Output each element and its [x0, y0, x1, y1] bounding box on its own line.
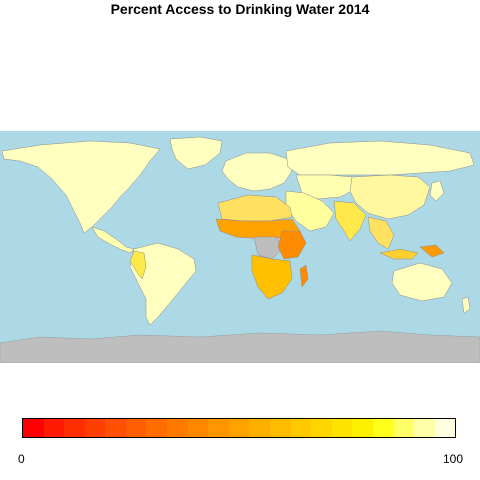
region-new-zealand — [461, 296, 471, 314]
region-north-america — [1, 140, 161, 234]
legend-color-cell — [105, 419, 126, 437]
legend-color-cell — [167, 419, 188, 437]
legend-color-cell — [64, 419, 85, 437]
legend-color-cell — [331, 419, 353, 437]
legend-color-cell — [208, 419, 229, 437]
legend-color-cell — [434, 419, 456, 437]
legend-color-cell — [290, 419, 312, 437]
legend-color-cell — [228, 419, 250, 437]
region-central-america — [91, 226, 135, 254]
region-china — [349, 174, 431, 220]
legend-color-cell — [146, 419, 168, 437]
legend-max-label: 100 — [443, 452, 464, 466]
region-southeast-asia — [367, 216, 395, 250]
legend-color-cell — [84, 419, 106, 437]
region-japan — [429, 180, 445, 202]
region-andean — [129, 250, 147, 280]
legend-color-cell — [125, 419, 147, 437]
region-north-africa — [217, 194, 293, 222]
region-central-africa — [253, 236, 283, 260]
region-madagascar — [299, 264, 309, 288]
legend-color-cell — [23, 419, 44, 437]
region-indonesia — [379, 248, 419, 260]
legend-color-cell — [311, 419, 332, 437]
color-scale-legend — [22, 418, 456, 438]
region-greenland — [169, 136, 223, 170]
region-papua — [419, 244, 445, 258]
region-south-asia — [333, 200, 367, 242]
legend-color-cell — [187, 419, 209, 437]
legend-color-cell — [393, 419, 414, 437]
legend-color-cell — [269, 419, 291, 437]
region-east-africa — [277, 230, 307, 260]
legend-min-label: 0 — [18, 452, 25, 466]
region-australia — [391, 262, 453, 302]
map-title: Percent Access to Drinking Water 2014 — [110, 1, 370, 17]
region-south-america — [129, 242, 197, 326]
world-choropleth-map — [0, 131, 480, 363]
legend-color-cell — [249, 419, 270, 437]
legend-color-cell — [413, 419, 435, 437]
region-europe — [221, 152, 293, 192]
legend-color-cell — [43, 419, 65, 437]
legend-color-cell — [372, 419, 394, 437]
legend-color-cell — [352, 419, 373, 437]
region-antarctica — [0, 330, 480, 363]
region-southern-africa — [251, 254, 293, 300]
